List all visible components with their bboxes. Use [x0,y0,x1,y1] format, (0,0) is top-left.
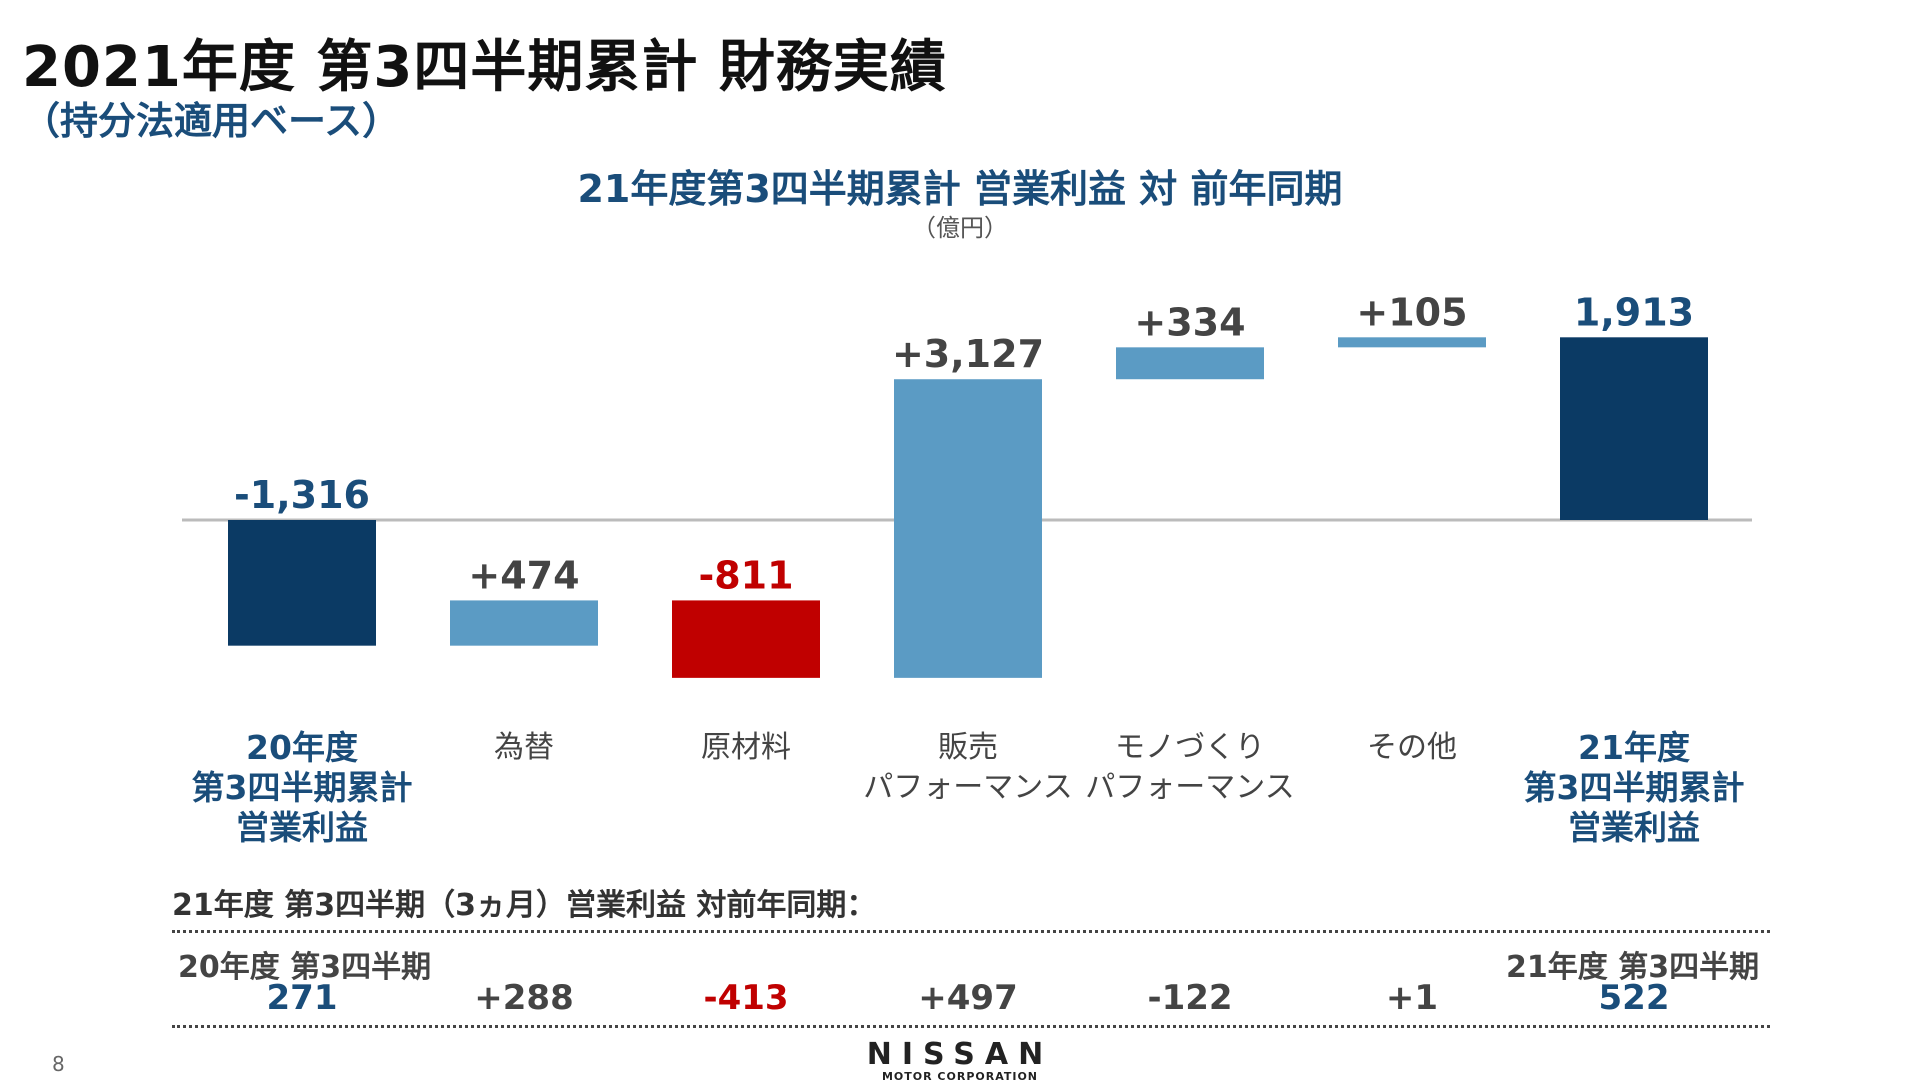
value-label-5: +105 [1356,290,1467,334]
logo-subtitle: MOTOR CORPORATION [881,1070,1039,1083]
value-label-3: +3,127 [892,332,1044,376]
q3-value-4: -122 [1147,978,1233,1018]
bar-0 [228,520,376,646]
category-label-3: 販売 パフォーマンス [863,730,1073,805]
q3-value-6: 522 [1598,978,1670,1018]
value-label-4: +334 [1134,300,1245,344]
q3-end-label: 21年度 第3四半期 [1506,950,1760,985]
logo-name: NISSAN [866,1037,1054,1072]
q3-value-5: +1 [1385,978,1439,1018]
q3-value-0: 271 [266,978,338,1018]
bar-1 [450,600,598,646]
chart-title: 21年度第3四半期累計 営業利益 対 前年同期 [577,167,1343,211]
value-label-1: +474 [468,553,579,597]
q3-start-label: 20年度 第3四半期 [178,950,432,985]
value-label-6: 1,913 [1574,290,1694,334]
category-label-4: モノづくり パフォーマンス [1085,730,1295,805]
bar-3 [894,379,1042,678]
category-label-2: 原材料 [701,730,791,765]
category-label-0: 20年度 第3四半期累計 営業利益 [191,728,413,847]
q3-value-2: -413 [703,978,789,1018]
q3-heading: 21年度 第3四半期（3ヵ月）営業利益 対前年同期： [172,888,877,923]
chart-unit: （億円） [912,214,1008,242]
bar-6 [1560,337,1708,520]
value-label-2: -811 [698,553,793,597]
bar-4 [1116,347,1264,380]
value-label-0: -1,316 [234,473,370,517]
dotted-divider-top [172,930,1770,933]
category-label-6: 21年度 第3四半期累計 営業利益 [1523,728,1745,847]
page-subtitle: （持分法適用ベース） [22,99,401,143]
bar-2 [672,600,820,678]
page-number: 8 [52,1052,65,1076]
category-label-5: その他 [1367,730,1457,765]
bar-5 [1338,337,1486,348]
q3-value-1: +288 [474,978,574,1018]
dotted-divider-bottom [172,1025,1770,1028]
q3-value-3: +497 [918,978,1018,1018]
nissan-logo: NISSAN MOTOR CORPORATION [860,1040,1060,1084]
category-label-1: 為替 [494,730,554,765]
page-title: 2021年度 第3四半期累計 財務実績 [22,35,947,100]
